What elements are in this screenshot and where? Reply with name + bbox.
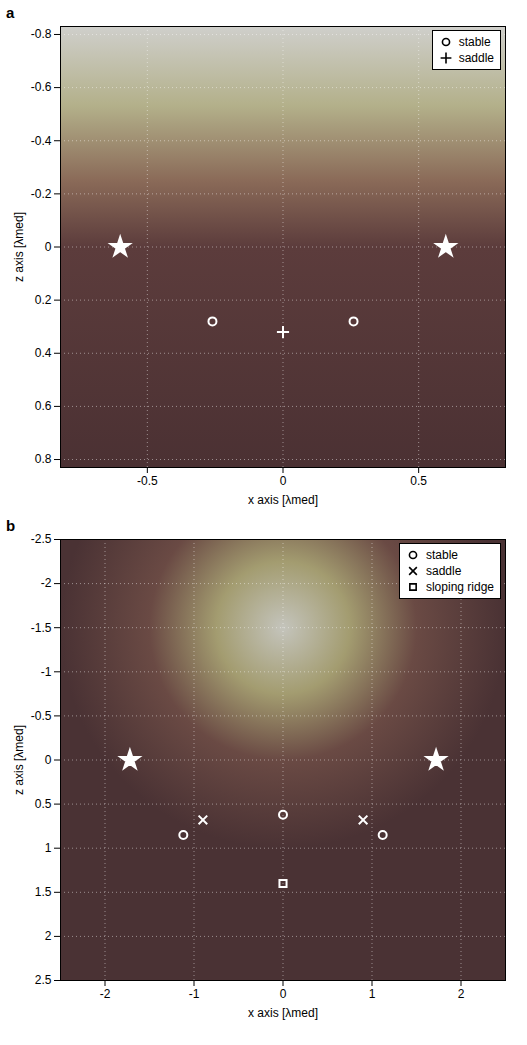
- html-text:sloping ridge: sloping ridge: [426, 580, 494, 594]
- svg-text:-0.5: -0.5: [31, 709, 52, 723]
- svg-text:1: 1: [45, 841, 52, 855]
- svg-text:-1: -1: [189, 987, 200, 1001]
- svg-text:0.5: 0.5: [35, 797, 52, 811]
- html-text:a: a: [6, 4, 15, 21]
- svg-text:0.2: 0.2: [35, 293, 52, 307]
- svg-text:0.5: 0.5: [410, 474, 427, 488]
- svg-text:2.5: 2.5: [35, 973, 52, 987]
- svg-text:-2.5: -2.5: [31, 532, 52, 546]
- svg-text:-1: -1: [41, 665, 52, 679]
- svg-text:-0.6: -0.6: [31, 80, 52, 94]
- svg-text:0.4: 0.4: [35, 346, 52, 360]
- svg-text:0: 0: [280, 474, 287, 488]
- html-text:saddle: saddle: [458, 51, 494, 65]
- svg-text:0: 0: [45, 753, 52, 767]
- svg-text:-2: -2: [41, 576, 52, 590]
- svg-text:-0.5: -0.5: [137, 474, 158, 488]
- svg-text:-1.5: -1.5: [31, 621, 52, 635]
- svg-text:0: 0: [280, 987, 287, 1001]
- svg-text:1.5: 1.5: [35, 885, 52, 899]
- svg-text:-2: -2: [100, 987, 111, 1001]
- svg-text:x axis [λmed]: x axis [λmed]: [248, 493, 318, 507]
- svg-text:-0.8: -0.8: [31, 27, 52, 41]
- svg-text:z axis [λmed]: z axis [λmed]: [12, 725, 26, 795]
- svg-text:-0.2: -0.2: [31, 187, 52, 201]
- svg-text:0: 0: [45, 240, 52, 254]
- svg-text:x axis [λmed]: x axis [λmed]: [248, 1006, 318, 1020]
- html-text:stable: stable: [458, 35, 491, 49]
- svg-text:2: 2: [458, 987, 465, 1001]
- html-text:b: b: [6, 517, 16, 534]
- svg-text:2: 2: [45, 929, 52, 943]
- svg-text:1: 1: [369, 987, 376, 1001]
- html-text:stable: stable: [426, 548, 458, 562]
- svg-text:0.8: 0.8: [35, 452, 52, 466]
- svg-text:z axis [λmed]: z axis [λmed]: [12, 212, 26, 282]
- svg-text:-0.4: -0.4: [31, 134, 52, 148]
- html-text:saddle: saddle: [426, 564, 462, 578]
- svg-text:0.6: 0.6: [35, 399, 52, 413]
